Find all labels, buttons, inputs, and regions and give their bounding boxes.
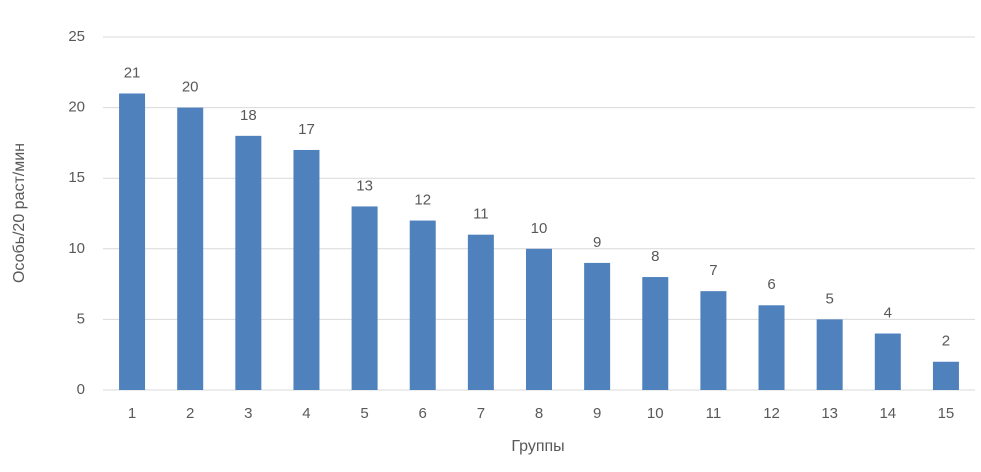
bar xyxy=(932,361,959,390)
data-label: 17 xyxy=(298,121,315,138)
data-label: 21 xyxy=(124,64,141,81)
y-tick-label: 20 xyxy=(68,99,85,116)
data-label: 4 xyxy=(884,304,892,321)
bar xyxy=(409,220,436,390)
x-tick-label: 10 xyxy=(647,405,664,422)
bar xyxy=(177,107,204,390)
y-tick-label: 10 xyxy=(68,240,85,257)
bar xyxy=(584,262,611,390)
data-label: 5 xyxy=(825,290,833,307)
x-tick-label: 12 xyxy=(763,405,780,422)
data-label: 11 xyxy=(473,206,489,223)
y-tick-label: 5 xyxy=(77,310,85,327)
data-label: 8 xyxy=(651,248,659,265)
data-label: 12 xyxy=(414,192,431,209)
bar xyxy=(235,135,262,390)
data-label: 10 xyxy=(531,220,548,237)
bar xyxy=(526,248,552,390)
data-label: 9 xyxy=(593,234,601,251)
bar xyxy=(700,291,727,390)
y-axis-title: Особь/20 раст/мин xyxy=(11,143,28,283)
x-tick-label: 8 xyxy=(535,405,543,422)
bar xyxy=(467,234,494,390)
x-tick-label: 9 xyxy=(593,405,601,422)
x-tick-label: 7 xyxy=(477,405,485,422)
y-tick-label: 25 xyxy=(68,28,85,45)
bar xyxy=(642,277,669,390)
x-tick-label: 1 xyxy=(128,405,136,422)
x-tick-label: 5 xyxy=(360,405,368,422)
data-label: 2 xyxy=(942,333,950,350)
bar xyxy=(816,319,843,390)
x-tick-label: 3 xyxy=(244,405,252,422)
x-tick-label: 4 xyxy=(302,405,310,422)
bar xyxy=(758,305,785,390)
bar xyxy=(119,93,146,390)
data-label: 20 xyxy=(182,79,199,96)
bar xyxy=(293,149,320,390)
data-label: 6 xyxy=(767,276,775,293)
x-tick-label: 14 xyxy=(879,405,896,422)
x-tick-label: 15 xyxy=(938,405,955,422)
y-tick-label: 15 xyxy=(68,169,85,186)
data-label: 7 xyxy=(709,262,717,279)
y-tick-label: 0 xyxy=(77,381,85,398)
bar xyxy=(351,206,378,390)
data-label: 13 xyxy=(356,177,373,194)
x-tick-label: 11 xyxy=(706,405,722,422)
bar xyxy=(874,333,901,390)
x-tick-label: 2 xyxy=(186,405,194,422)
x-tick-label: 13 xyxy=(821,405,838,422)
x-tick-label: 6 xyxy=(419,405,427,422)
data-label: 18 xyxy=(240,107,257,124)
x-axis-title: Группы xyxy=(511,438,564,455)
